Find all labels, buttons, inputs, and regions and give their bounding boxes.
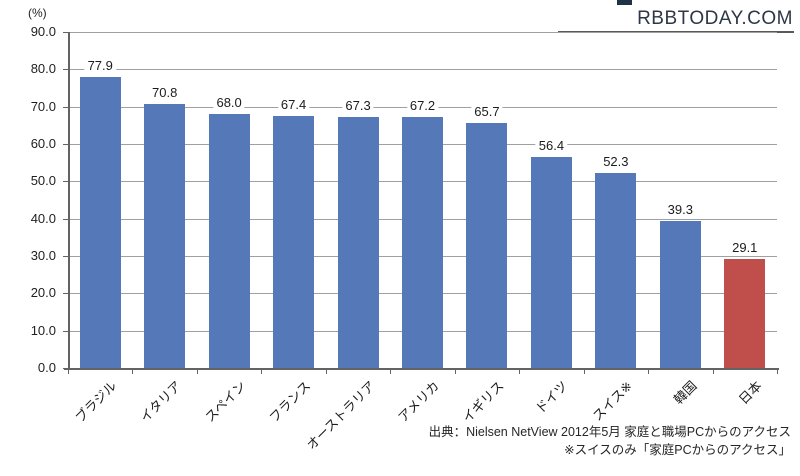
bar-value-label: 65.7: [471, 103, 503, 119]
y-axis-tick: [63, 106, 68, 108]
y-axis-tick: [63, 293, 68, 295]
bar-value-label: 67.2: [406, 98, 439, 114]
x-category-label: ブラジル: [72, 378, 120, 426]
y-axis-tick: [63, 32, 68, 33]
x-category-label: ドイツ: [532, 378, 572, 417]
x-axis-tick: [325, 368, 327, 374]
y-tick-label: 0.0: [37, 360, 56, 375]
bar-value-label: 68.0: [213, 95, 245, 111]
y-axis-tick: [63, 181, 68, 183]
chart-bar: [530, 157, 572, 368]
source-note: 出典：Nielsen NetView 2012年5月 家庭と職場PCからのアクセ…: [429, 423, 791, 459]
grid-line: [68, 32, 777, 33]
bar-value-label: 52.3: [600, 153, 632, 169]
y-axis-unit-label: (%): [28, 6, 47, 20]
bar-value-label: 29.1: [729, 240, 761, 256]
y-axis-tick: [63, 69, 68, 71]
y-tick-label: 90.0: [30, 24, 56, 39]
y-tick-label: 40.0: [30, 210, 56, 226]
x-axis-tick: [68, 368, 69, 374]
x-axis-line: [64, 368, 779, 370]
y-axis-tick: [63, 218, 68, 220]
y-axis-tick: [63, 144, 68, 145]
chart-bar: [724, 259, 766, 368]
x-category-label: スイス※: [589, 378, 636, 424]
x-axis-tick: [583, 368, 585, 374]
x-axis-tick: [712, 368, 714, 374]
chart-bar: [595, 172, 637, 368]
x-axis-tick: [261, 368, 263, 374]
bar-value-label: 70.8: [149, 84, 181, 100]
chart-bar: [208, 114, 250, 368]
source-line-1: 出典：Nielsen NetView 2012年5月 家庭と職場PCからのアクセ…: [428, 425, 791, 439]
y-axis-line: [68, 32, 70, 368]
logo-mark-icon: [617, 0, 632, 5]
x-category-label: 韓国: [671, 378, 701, 408]
bar-value-label: 77.9: [84, 58, 116, 74]
chart-bar: [659, 221, 701, 368]
y-tick-label: 50.0: [30, 173, 56, 189]
bar-value-label: 56.4: [535, 138, 568, 154]
bar-value-label: 39.3: [664, 202, 696, 218]
y-tick-label: 20.0: [30, 285, 56, 301]
grid-line: [68, 69, 777, 71]
y-tick-label: 10.0: [30, 322, 56, 338]
x-category-label: アメリカ: [395, 378, 443, 426]
x-axis-tick: [454, 368, 456, 374]
x-category-label: 日本: [735, 378, 765, 408]
chart-bar: [466, 122, 508, 368]
x-axis-tick: [777, 368, 778, 374]
chart-bar: [273, 116, 315, 368]
y-tick-label: 80.0: [30, 61, 56, 77]
chart-bar: [144, 103, 186, 368]
chart-bar: [402, 117, 443, 368]
x-axis-tick: [132, 368, 134, 374]
y-axis-tick: [63, 330, 68, 332]
x-axis-tick: [390, 368, 392, 374]
x-axis-tick: [196, 368, 198, 374]
y-axis-tick: [63, 256, 68, 257]
x-axis-tick: [648, 368, 650, 374]
y-tick-label: 30.0: [30, 248, 56, 263]
chart-bar: [337, 116, 379, 368]
bar-value-label: 67.3: [342, 97, 374, 113]
chart-bar: [79, 77, 121, 368]
x-category-label: イタリア: [137, 378, 185, 426]
x-category-label: フランス: [266, 378, 314, 426]
bar-value-label: 67.4: [277, 97, 310, 113]
logo-text: RBBTODAY.COM: [637, 8, 793, 29]
x-category-label: イギリス: [459, 378, 507, 426]
x-axis-tick: [519, 368, 521, 374]
source-line-2: ※スイスのみ「家庭PCからのアクセス」: [564, 443, 791, 457]
y-tick-label: 60.0: [30, 136, 56, 151]
y-tick-label: 70.0: [30, 98, 56, 114]
x-category-label: スペイン: [202, 378, 249, 425]
